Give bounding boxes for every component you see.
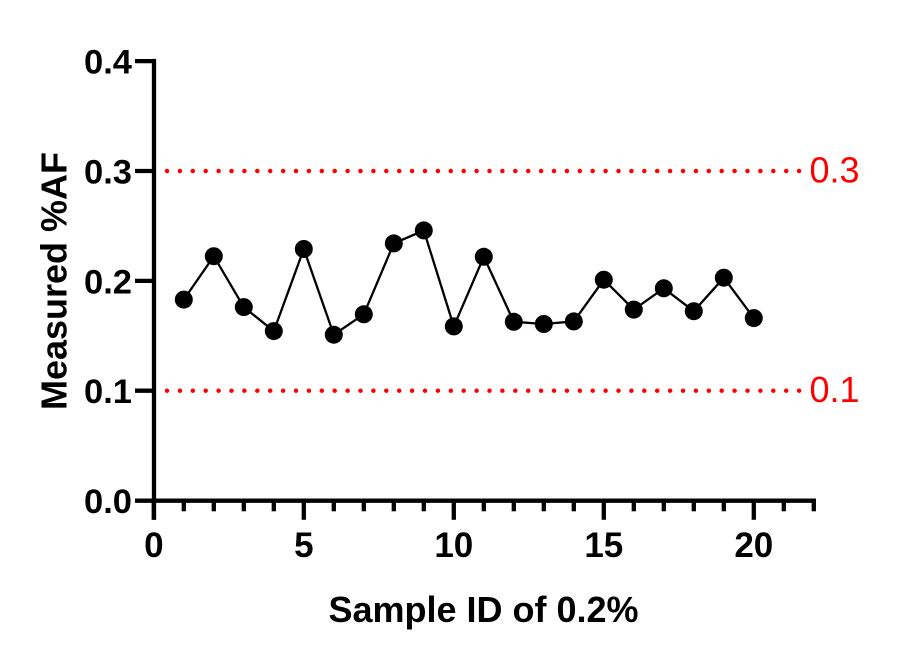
svg-text:0.1: 0.1 bbox=[84, 373, 132, 411]
svg-text:5: 5 bbox=[294, 526, 313, 565]
svg-text:0.3: 0.3 bbox=[810, 149, 860, 190]
svg-text:0.2: 0.2 bbox=[84, 263, 132, 301]
svg-text:0: 0 bbox=[144, 526, 163, 565]
svg-text:15: 15 bbox=[584, 526, 623, 565]
svg-text:Measured %AF: Measured %AF bbox=[34, 152, 75, 410]
svg-text:0.1: 0.1 bbox=[810, 369, 860, 410]
svg-text:0.0: 0.0 bbox=[84, 483, 132, 521]
svg-text:10: 10 bbox=[434, 526, 473, 565]
svg-text:0.4: 0.4 bbox=[84, 44, 132, 82]
svg-text:Sample ID of 0.2%: Sample ID of 0.2% bbox=[328, 589, 638, 630]
svg-text:20: 20 bbox=[734, 526, 773, 565]
svg-text:0.3: 0.3 bbox=[84, 154, 132, 192]
